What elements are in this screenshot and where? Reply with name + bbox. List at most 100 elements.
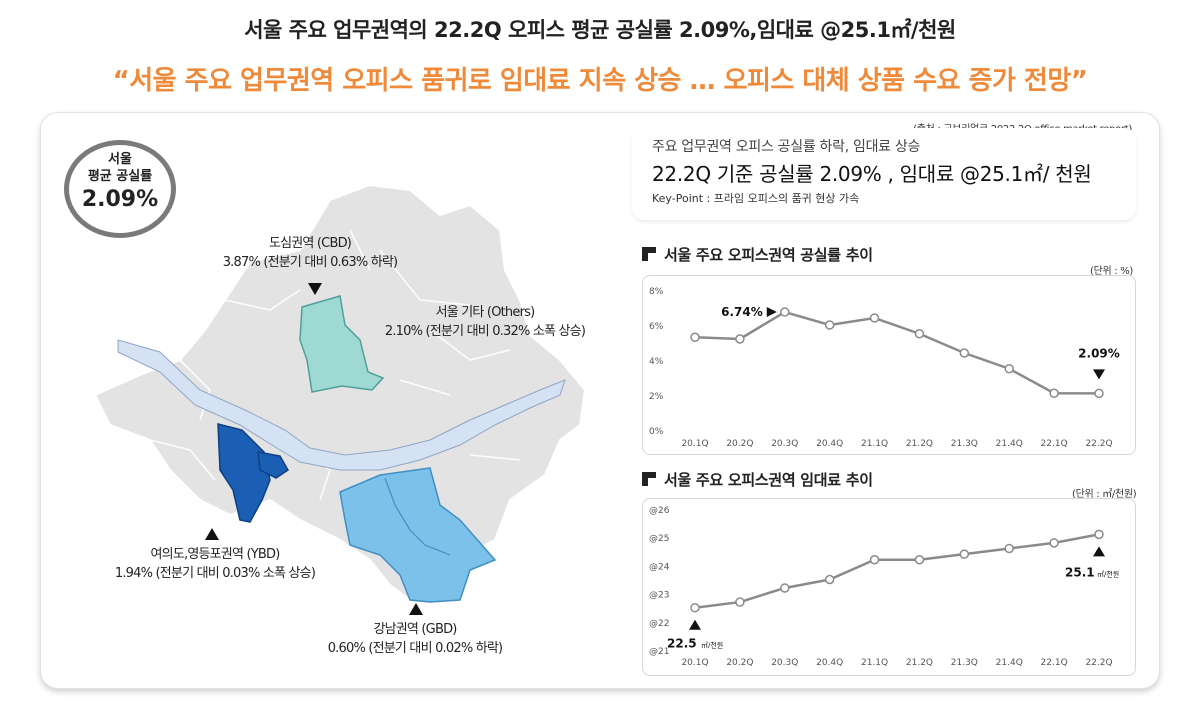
badge-value: 2.09% xyxy=(81,187,159,212)
han-river xyxy=(117,339,566,471)
y-tick-label: @21 xyxy=(649,647,669,657)
section-marker-icon xyxy=(642,247,656,261)
region-label-ybd: 여의도,영등포권역 (YBD) 1.94% (전분기 대비 0.03% 소폭 상… xyxy=(90,545,340,583)
x-tick-label: 22.1Q xyxy=(1041,658,1068,668)
data-point xyxy=(914,329,925,339)
data-point xyxy=(959,549,970,559)
series-line xyxy=(694,533,1100,609)
region-ybd-shape xyxy=(217,423,271,523)
y-tick-label: @26 xyxy=(649,506,670,516)
data-point xyxy=(824,574,835,585)
region-name-gbd: 강남권역 (GBD) xyxy=(373,622,457,637)
x-tick-label: 21.4Q xyxy=(996,658,1023,668)
gbd-pointer-icon xyxy=(409,603,423,615)
y-tick-label: @25 xyxy=(649,534,669,544)
y-tick-label: @24 xyxy=(649,562,670,572)
x-tick-label: 20.3Q xyxy=(771,439,798,449)
region-gbd-shape xyxy=(339,467,497,603)
region-label-cbd: 도심권역 (CBD) 3.87% (전분기 대비 0.63% 하락) xyxy=(200,234,420,272)
data-point xyxy=(735,597,745,607)
data-point xyxy=(735,334,745,344)
y-tick-label: @23 xyxy=(649,591,669,601)
x-tick-label: 22.2Q xyxy=(1085,658,1112,668)
x-tick-label: 21.2Q xyxy=(906,439,933,449)
x-tick-label: 22.1Q xyxy=(1041,439,1068,449)
x-tick-label: 20.1Q xyxy=(681,439,708,449)
region-detail-ybd: 1.94% (전분기 대비 0.03% 소폭 상승) xyxy=(114,566,316,581)
annotation-last-pointer-icon xyxy=(1093,546,1105,557)
annotation-first-pointer-icon xyxy=(689,619,701,630)
data-point xyxy=(690,602,700,613)
seoul-map xyxy=(93,183,587,603)
section-marker-icon-2 xyxy=(642,472,656,486)
region-name-cbd: 도심권역 (CBD) xyxy=(268,236,352,251)
data-point xyxy=(869,313,880,323)
data-point xyxy=(1049,388,1059,398)
annotation-last-label: 2.09% xyxy=(1078,346,1120,360)
average-vacancy-badge: 서울 평균 공실률 2.09% xyxy=(64,140,176,238)
ybd-pointer-icon xyxy=(205,528,219,540)
x-tick-label: 21.3Q xyxy=(951,439,978,449)
annotation-high-pointer-icon xyxy=(766,307,777,318)
summary-box: 주요 업무권역 오피스 공실률 하락, 임대료 상승 22.2Q 기준 공실률 … xyxy=(632,128,1136,220)
page-headline: “서울 주요 업무권역 오피스 품귀로 임대료 지속 상승 … 오피스 대체 상… xyxy=(112,66,1088,96)
data-point xyxy=(869,555,880,565)
y-tick-label: 4% xyxy=(649,357,664,367)
x-tick-label: 20.2Q xyxy=(726,439,753,449)
x-tick-label: 20.4Q xyxy=(816,439,843,449)
page-title: 서울 주요 업무권역의 22.2Q 오피스 평균 공실률 2.09%,임대료 @… xyxy=(244,18,956,42)
vacancy-chart-title: 서울 주요 오피스권역 공실률 추이 xyxy=(664,246,873,264)
annotation-first-unit: ㎡/천원 xyxy=(701,641,723,650)
annotation-last-pointer-icon xyxy=(1093,369,1105,380)
data-point xyxy=(780,307,790,317)
summary-main: 22.2Q 기준 공실률 2.09% , 임대료 @25.1㎡/ 천원 xyxy=(652,162,1092,186)
x-tick-label: 20.1Q xyxy=(681,658,708,668)
annotation-last-value: 25.1 xyxy=(1065,565,1095,579)
data-point xyxy=(1049,538,1059,548)
cbd-pointer-icon xyxy=(308,283,322,295)
x-tick-label: 21.4Q xyxy=(996,439,1023,449)
badge-line2: 평균 공실률 xyxy=(87,169,153,184)
data-point xyxy=(1004,543,1014,554)
y-tick-label: 0% xyxy=(649,427,664,437)
data-point xyxy=(959,348,970,358)
x-tick-label: 21.1Q xyxy=(861,439,888,449)
y-tick-label: 2% xyxy=(649,392,664,402)
data-point xyxy=(914,555,925,565)
rent-chart: @21 @22 @23 @24 @25 @26 20.1Q 20.2Q 20.3Q 20.4Q 21… xyxy=(642,498,1136,676)
vacancy-chart-unit: (단위 : %) xyxy=(1090,266,1134,277)
series-line xyxy=(694,310,1100,395)
data-point xyxy=(780,583,790,593)
region-label-others: 서울 기타 (Others) 2.10% (전분기 대비 0.32% 소폭 상승… xyxy=(360,303,610,341)
summary-subtitle: 주요 업무권역 오피스 공실률 하락, 임대료 상승 xyxy=(652,139,921,155)
data-point xyxy=(824,320,835,330)
rent-chart-title: 서울 주요 오피스권역 임대료 추이 xyxy=(664,471,873,489)
region-name-others: 서울 기타 (Others) xyxy=(435,305,536,320)
data-point xyxy=(690,332,700,342)
x-tick-label: 21.3Q xyxy=(951,658,978,668)
region-label-gbd: 강남권역 (GBD) 0.60% (전분기 대비 0.02% 하락) xyxy=(300,620,530,658)
y-tick-label: 8% xyxy=(649,287,664,297)
x-tick-label: 20.3Q xyxy=(771,658,798,668)
region-detail-others: 2.10% (전분기 대비 0.32% 소폭 상승) xyxy=(384,324,586,339)
x-tick-label: 20.4Q xyxy=(816,658,843,668)
badge-line1: 서울 xyxy=(108,152,132,167)
region-detail-gbd: 0.60% (전분기 대비 0.02% 하락) xyxy=(327,641,503,656)
x-tick-label: 21.2Q xyxy=(906,658,933,668)
data-point xyxy=(1004,364,1014,374)
x-tick-label: 20.2Q xyxy=(726,658,753,668)
y-tick-label: @22 xyxy=(649,619,669,629)
vacancy-chart: 0% 2% 4% 6% 8% 20.1Q 20.2Q 20.3Q 20.4Q 21.1Q 21.2Q… xyxy=(642,275,1136,455)
x-tick-label: 21.1Q xyxy=(861,658,888,668)
data-point xyxy=(1094,529,1104,540)
region-detail-cbd: 3.87% (전분기 대비 0.63% 하락) xyxy=(222,255,398,270)
region-cbd-shape xyxy=(299,295,385,393)
summary-keypoint: Key-Point : 프라임 오피스의 품귀 현상 가속 xyxy=(652,192,860,205)
annotation-first-value: 22.5 xyxy=(667,637,697,651)
region-ybd-shape-2 xyxy=(257,451,289,479)
y-tick-label: 6% xyxy=(649,322,664,332)
annotation-last-unit: ㎡/천원 xyxy=(1097,569,1119,578)
region-name-ybd: 여의도,영등포권역 (YBD) xyxy=(150,547,281,562)
rent-chart-unit: (단위 : ㎡/천원) xyxy=(1072,489,1137,500)
x-tick-label: 22.2Q xyxy=(1085,439,1112,449)
